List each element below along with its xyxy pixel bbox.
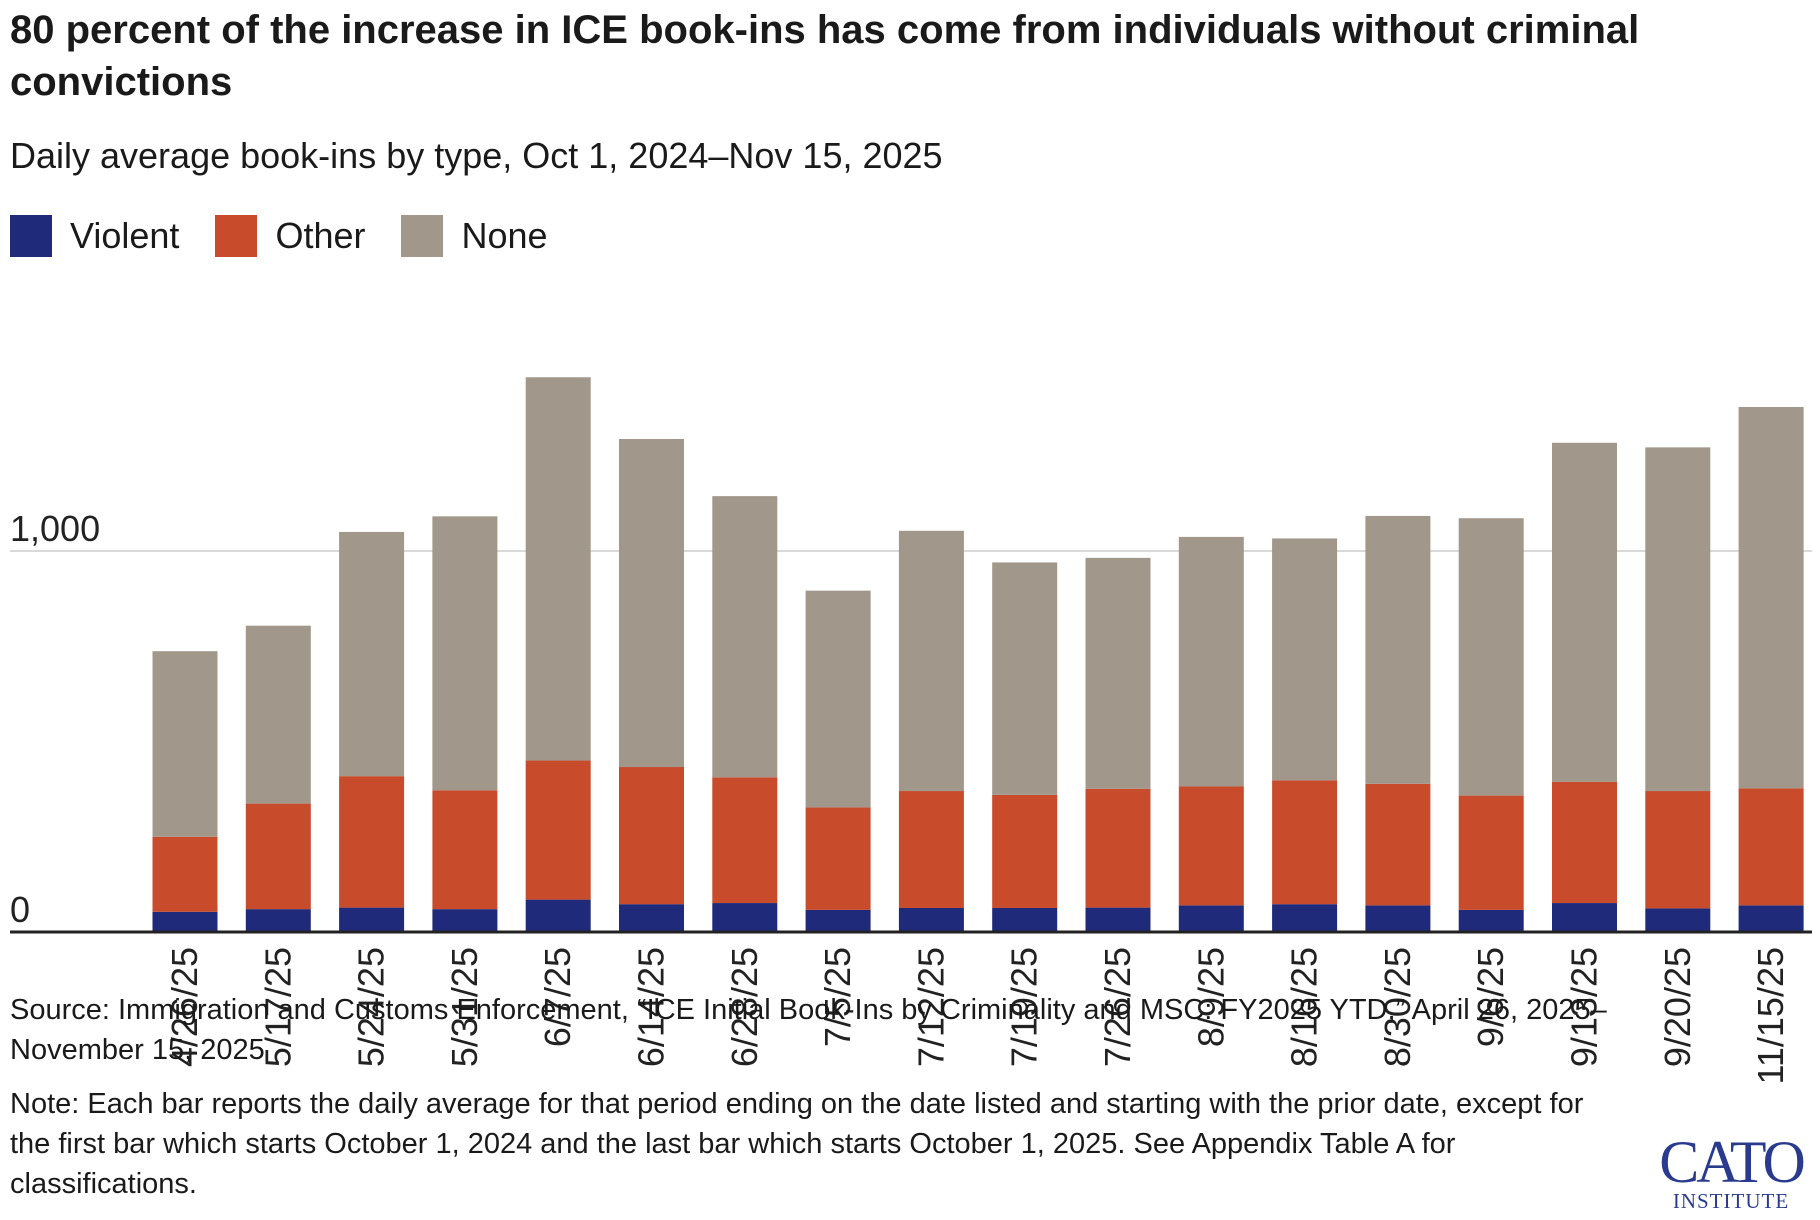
x-tick-label-6-14-25: 6/14/25 [631, 947, 672, 1067]
legend-swatch-none [401, 215, 444, 257]
bar-other-9-6-25 [1458, 795, 1524, 910]
x-tick-label-8-16-25: 8/16/25 [1284, 947, 1325, 1067]
bar-other-7-19-25 [992, 794, 1058, 908]
bar-other-8-30-25 [1365, 783, 1431, 906]
bar-violent-8-16-25 [1272, 904, 1338, 932]
x-tick-label-9-13-25: 9/13/25 [1564, 947, 1605, 1067]
bar-none-8-30-25 [1365, 515, 1431, 784]
legend-label-other: Other [275, 215, 366, 256]
x-tick-label-6-7-25: 6/7/25 [537, 947, 578, 1047]
bar-other-4-26-25 [152, 836, 218, 912]
x-tick-label-9-6-25: 9/6/25 [1470, 947, 1511, 1047]
bar-other-6-7-25 [525, 760, 591, 900]
cato-logo: CATO INSTITUTE [1652, 1129, 1810, 1213]
bar-violent-5-24-25 [339, 907, 405, 932]
legend-item-violent: Violent [10, 214, 179, 258]
bar-none-7-19-25 [992, 562, 1058, 795]
legend-label-violent: Violent [70, 215, 180, 256]
bar-other-5-24-25 [339, 776, 405, 908]
bar-violent-5-17-25 [245, 909, 311, 932]
bar-other-5-17-25 [245, 803, 311, 910]
bar-other-7-26-25 [1085, 788, 1151, 908]
bar-violent-8-30-25 [1365, 905, 1431, 932]
x-tick-label-7-26-25: 7/26/25 [1097, 947, 1138, 1067]
bar-other-5-31-25 [432, 790, 498, 910]
logo-wordmark: CATO [1659, 1129, 1806, 1195]
bar-none-8-16-25 [1272, 538, 1338, 781]
chart-subtitle: Daily average book-ins by type, Oct 1, 2… [10, 135, 943, 176]
y-tick-label-0: 0 [10, 889, 30, 930]
logo-subtext: INSTITUTE [1672, 1189, 1790, 1213]
bar-none-9-20-25 [1645, 447, 1711, 792]
legend-swatch-violent [10, 215, 52, 257]
bar-other-6-28-25 [712, 777, 778, 904]
source-note: Source: Immigration and Customs Enforcem… [10, 994, 1607, 1066]
bar-violent-7-19-25 [992, 907, 1058, 932]
bar-other-6-14-25 [619, 767, 684, 905]
bar-other-7-12-25 [898, 791, 964, 908]
bar-other-7-5-25 [805, 807, 871, 910]
bar-violent-9-13-25 [1552, 903, 1617, 932]
legend: Violent Other None [10, 214, 584, 258]
bar-none-7-12-25 [898, 530, 964, 792]
x-tick-label-6-28-25: 6/28/25 [724, 947, 765, 1067]
bar-none-9-13-25 [1552, 442, 1617, 782]
bar-other-8-16-25 [1272, 780, 1338, 905]
x-tick-label-5-17-25: 5/17/25 [257, 947, 298, 1067]
x-tick-label-4-26-25: 4/26/25 [164, 947, 205, 1067]
bar-none-6-28-25 [712, 496, 778, 778]
x-tick-label-8-30-25: 8/30/25 [1377, 947, 1418, 1067]
bar-none-5-17-25 [245, 625, 311, 804]
bar-none-7-26-25 [1085, 557, 1151, 789]
bar-violent-5-31-25 [432, 909, 498, 932]
bar-none-7-5-25 [805, 590, 871, 808]
bar-violent-7-5-25 [805, 909, 871, 932]
bar-none-5-31-25 [432, 516, 498, 791]
bar-violent-9-6-25 [1458, 909, 1524, 932]
bar-violent-6-14-25 [619, 904, 684, 932]
methodology-note: Note: Each bar reports the daily average… [10, 1088, 1584, 1200]
x-tick-label-8-9-25: 8/9/25 [1190, 947, 1231, 1047]
bar-other-8-9-25 [1178, 786, 1244, 906]
bar-none-9-6-25 [1458, 518, 1524, 796]
legend-item-none: None [401, 214, 548, 258]
bar-other-11-15-25 [1738, 788, 1804, 906]
y-tick-label-1000: 1,000 [10, 508, 100, 549]
bar-violent-7-12-25 [898, 907, 964, 932]
x-tick-label-7-5-25: 7/5/25 [817, 947, 858, 1047]
x-tick-label-9-20-25: 9/20/25 [1657, 947, 1698, 1067]
bar-other-9-13-25 [1552, 781, 1617, 904]
bar-none-6-7-25 [525, 377, 591, 761]
chart-title: 80 percent of the increase in ICE book-i… [10, 8, 1640, 104]
bar-violent-7-26-25 [1085, 907, 1151, 932]
bar-none-8-9-25 [1178, 536, 1244, 787]
bar-none-5-24-25 [339, 531, 405, 777]
bar-violent-8-9-25 [1178, 905, 1244, 932]
x-tick-label-7-12-25: 7/12/25 [910, 947, 951, 1067]
x-tick-label-11-15-25: 11/15/25 [1750, 947, 1791, 1084]
bar-none-11-15-25 [1738, 406, 1804, 789]
bar-violent-6-28-25 [712, 903, 778, 932]
bar-none-4-26-25 [152, 651, 218, 837]
x-tick-label-5-24-25: 5/24/25 [351, 947, 392, 1067]
bar-violent-11-15-25 [1738, 905, 1804, 932]
x-tick-label-5-31-25: 5/31/25 [444, 947, 485, 1067]
bar-none-6-14-25 [619, 438, 684, 768]
legend-item-other: Other [215, 214, 365, 258]
bar-violent-6-7-25 [525, 899, 591, 932]
legend-swatch-other [215, 215, 258, 257]
legend-label-none: None [461, 215, 548, 256]
bar-other-9-20-25 [1645, 791, 1711, 909]
bar-violent-4-26-25 [152, 911, 218, 932]
bar-violent-9-20-25 [1645, 908, 1711, 932]
x-tick-label-7-19-25: 7/19/25 [1004, 947, 1045, 1067]
